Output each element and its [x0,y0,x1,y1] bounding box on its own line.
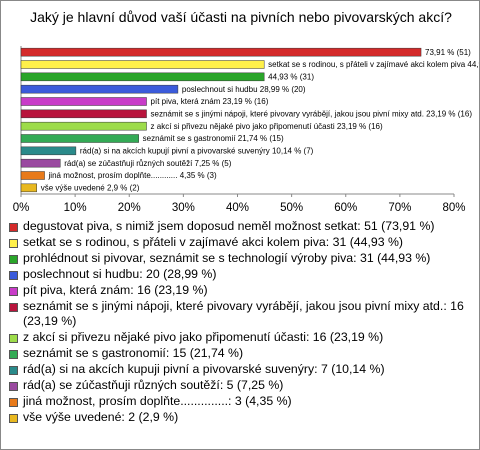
value-label: vše výše uvedené 2,9 % (2) [41,183,140,192]
legend-item: rád(a) si na akcích kupuji pivní a pivov… [9,362,471,377]
legend-swatch [9,255,18,264]
bar [20,121,147,131]
legend-item: seznámit se s jinými nápoji, které pivov… [9,299,471,328]
x-tick-label: 80% [442,202,465,214]
value-label: 73,91 % (51) [425,48,471,57]
legend-item: seznámit se s gastronomií: 15 (21,74 %) [9,346,471,361]
legend-label: vše výše uvedené: 2 (2,9 %) [23,409,179,424]
x-tick-label: 50% [280,202,303,214]
x-tick-label: 20% [118,202,141,214]
value-label: seznámit se s jinými nápoji, které pivov… [151,109,473,118]
legend-label: setkat se s rodinou, s přáteli v zajímav… [23,235,404,249]
bar [20,134,139,143]
legend-swatch [9,271,18,280]
legend-swatch [9,349,18,359]
value-label: rád(a) se zúčastňuji různých soutěží 7,2… [64,159,232,168]
value-label: rád(a) si na akcích kupují pivní a pivov… [80,146,314,155]
legend-label: seznámit se s jinými nápoji, které pivov… [23,299,464,328]
legend-label: z akcí si přivezu nějaké pivo jako připo… [23,329,384,344]
legend-item: pít piva, která znám: 16 (23,19 %) [9,283,471,298]
bar [20,72,265,82]
x-tick-label: 0% [13,202,30,214]
legend-label: seznámit se s gastronomií: 15 (21,74 %) [23,345,244,360]
legend-swatch [9,381,18,391]
legend-label: rád(a) se zúčastňuji různých soutěží: 5 … [23,377,284,392]
legend-label: degustovat piva, s nimiž jsem doposud ne… [23,219,435,233]
bar [20,47,422,57]
x-tick-label: 30% [172,202,195,214]
bar [20,183,37,193]
chart-title: Jaký je hlavní důvod vaší účasti na pivn… [30,9,452,25]
legend-swatch [9,287,18,296]
legend-item: degustovat piva, s nimiž jsem doposud ne… [9,219,471,234]
legend-swatch [9,223,18,232]
value-label: pít piva, která znám 23,19 % (16) [151,97,269,106]
value-label: seznámit se s gastronomií 21,74 % (15) [143,134,284,143]
x-tick-label: 70% [388,202,411,214]
legend-swatch [9,365,18,375]
bar [20,84,179,94]
legend-item: z akcí si přivezu nějaké pivo jako připo… [9,330,471,345]
x-tick-label: 60% [334,202,357,214]
legend-item: jiná možnost, prosím doplňte............… [9,394,471,409]
legend-item: prohlédnout si pivovar, seznámit se s te… [9,251,471,266]
bar [20,97,147,106]
value-label: jiná možnost, prosím doplňte............… [48,171,217,180]
legend-swatch [9,303,18,312]
legend-label: rád(a) si na akcích kupuji pivní a pivov… [23,361,385,376]
legend-item: setkat se s rodinou, s přáteli v zajímav… [9,235,471,250]
x-tick-label: 40% [226,202,249,214]
legend-swatch [9,333,18,343]
legend-swatch [9,239,18,248]
plot: 0% 10% 20% 30% 40% 50% 60% 70% 80% 73,91 % (51) se… [13,46,479,214]
x-tick-label: 10% [64,202,87,214]
legend: degustovat piva, s nimiž jsem doposud ne… [9,219,471,426]
legend-swatch [9,413,18,423]
bar [20,109,147,119]
legend-label: poslechnout si hudbu: 20 (28,99 %) [23,267,217,281]
bar [20,171,45,180]
legend-item: poslechnout si hudbu: 20 (28,99 %) [9,267,471,282]
bar [20,60,265,69]
value-label: z akcí si přivezu nějaké pivo jako připo… [151,122,383,131]
legend-item: rád(a) se zúčastňuji různých soutěží: 5 … [9,378,471,393]
legend-item: vše výše uvedené: 2 (2,9 %) [9,410,471,425]
legend-label: prohlédnout si pivovar, seznámit se s te… [23,251,431,265]
bar [20,158,61,168]
value-label: 44,93 % (31) [268,72,314,81]
legend-label: jiná možnost, prosím doplňte............… [23,393,292,408]
value-label: setkat se s rodinou, s přáteli v zajímav… [268,60,479,69]
bar [20,146,77,156]
value-label: poslechnout si hudbu 28,99 % (20) [182,85,306,94]
legend-label: pít piva, která znám: 16 (23,19 %) [23,283,208,297]
legend-swatch [9,397,18,407]
